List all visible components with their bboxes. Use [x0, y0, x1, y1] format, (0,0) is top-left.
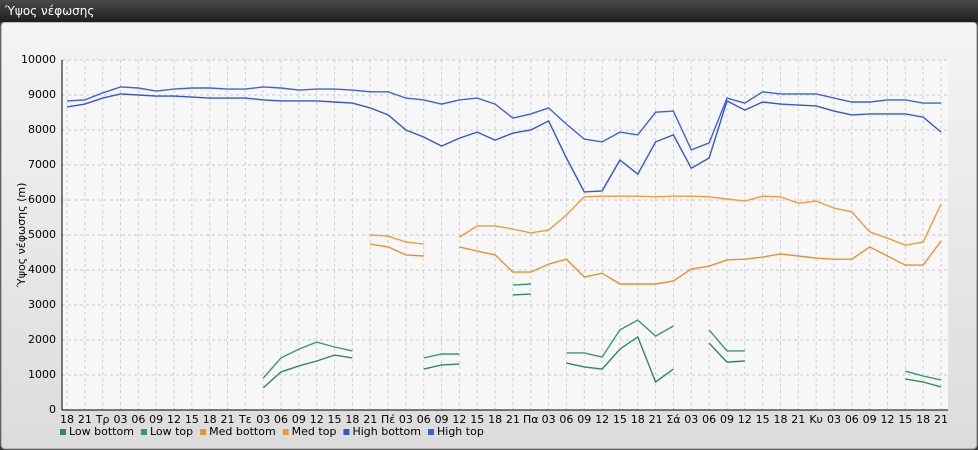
series-line: [370, 195, 942, 246]
y-tick-label: 3000: [28, 298, 56, 311]
legend-label: Low bottom: [69, 425, 134, 438]
x-tick-label: 06: [417, 413, 431, 426]
x-tick-label: 12: [452, 413, 466, 426]
x-tick-label: 21: [506, 413, 520, 426]
x-tick-label: 09: [577, 413, 591, 426]
x-tick-label: 06: [131, 413, 145, 426]
chart: Ύψος νέφωσης (m) 0 1000 2000 3000 4000 5000 60…: [0, 22, 978, 450]
y-tick-label: 5000: [28, 228, 56, 241]
legend-label: Med top: [292, 425, 337, 438]
x-tick-label: 21: [363, 413, 377, 426]
x-tick-label: 15: [185, 413, 199, 426]
x-tick-label: 21: [934, 413, 948, 426]
x-tick-label: 15: [756, 413, 770, 426]
series-line: [66, 86, 941, 151]
x-tick-label: 12: [310, 413, 324, 426]
y-tick-label: 7000: [28, 158, 56, 171]
x-tick-label: 18: [773, 413, 787, 426]
x-tick-label: 15: [898, 413, 912, 426]
legend-marker: [200, 429, 207, 435]
x-tick-label: 06: [845, 413, 859, 426]
legend-marker: [282, 429, 289, 435]
series-line: [262, 293, 942, 389]
x-tick-label: 18: [488, 413, 502, 426]
x-tick-label: 12: [880, 413, 894, 426]
x-tick-label: 03: [684, 413, 698, 426]
x-tick-label: 03: [827, 413, 841, 426]
x-tick-label: Πα: [523, 413, 539, 426]
x-tick-label: Σά: [666, 413, 680, 426]
x-tick-label: 21: [78, 413, 92, 426]
y-tick-label: 9000: [28, 88, 56, 101]
x-tick-label: Τε: [238, 413, 252, 426]
legend-marker: [60, 429, 66, 435]
x-tick-label: 06: [274, 413, 288, 426]
x-tick-label: 12: [167, 413, 181, 426]
x-tick-label: 03: [114, 413, 128, 426]
legend-marker: [428, 429, 434, 435]
y-tick-label: 1000: [28, 368, 56, 381]
x-tick-label: 18: [60, 413, 74, 426]
x-tick-label: 03: [256, 413, 270, 426]
legend-label: High bottom: [352, 425, 421, 438]
legend-label: High top: [437, 425, 484, 438]
y-tick-label: 2000: [28, 333, 56, 346]
series-line: [370, 240, 942, 285]
legend-marker: [343, 429, 350, 435]
x-tick-label: 09: [863, 413, 877, 426]
legend-label: Low top: [150, 425, 193, 438]
chart-title: Ύψος νέφωσης: [5, 4, 95, 18]
legend-marker: [140, 429, 147, 435]
x-tick-label: 06: [559, 413, 573, 426]
series-line: [262, 283, 942, 381]
x-tick-label: Τρ: [95, 413, 110, 426]
y-tick-label: 6000: [28, 193, 56, 206]
x-tick-label: 03: [542, 413, 556, 426]
x-tick-label: 06: [702, 413, 716, 426]
y-tick-label: 0: [49, 403, 56, 416]
x-tick-label: 09: [292, 413, 306, 426]
x-tick-label: 09: [720, 413, 734, 426]
y-tick-label: 4000: [28, 263, 56, 276]
y-axis-label: Ύψος νέφωσης (m): [15, 183, 28, 289]
x-tick-label: 18: [203, 413, 217, 426]
series-line: [66, 93, 942, 193]
x-tick-label: 21: [221, 413, 235, 426]
y-tick-label: 10000: [21, 53, 56, 66]
x-tick-label: 12: [595, 413, 609, 426]
x-tick-label: 15: [613, 413, 627, 426]
x-tick-label: 15: [328, 413, 342, 426]
x-tick-label: 15: [470, 413, 484, 426]
x-tick-label: Κυ: [809, 413, 823, 426]
x-tick-label: Πέ: [381, 413, 395, 426]
x-tick-label: 21: [649, 413, 663, 426]
x-tick-label: 03: [399, 413, 413, 426]
y-tick-label: 8000: [28, 123, 56, 136]
x-tick-label: 18: [345, 413, 359, 426]
x-tick-label: 12: [738, 413, 752, 426]
x-tick-label: 21: [791, 413, 805, 426]
title-bar: Ύψος νέφωσης: [0, 0, 978, 22]
x-tick-label: 18: [916, 413, 930, 426]
x-tick-label: 09: [435, 413, 449, 426]
x-tick-label: 18: [631, 413, 645, 426]
x-tick-label: 09: [149, 413, 163, 426]
legend-label: Med bottom: [209, 425, 276, 438]
